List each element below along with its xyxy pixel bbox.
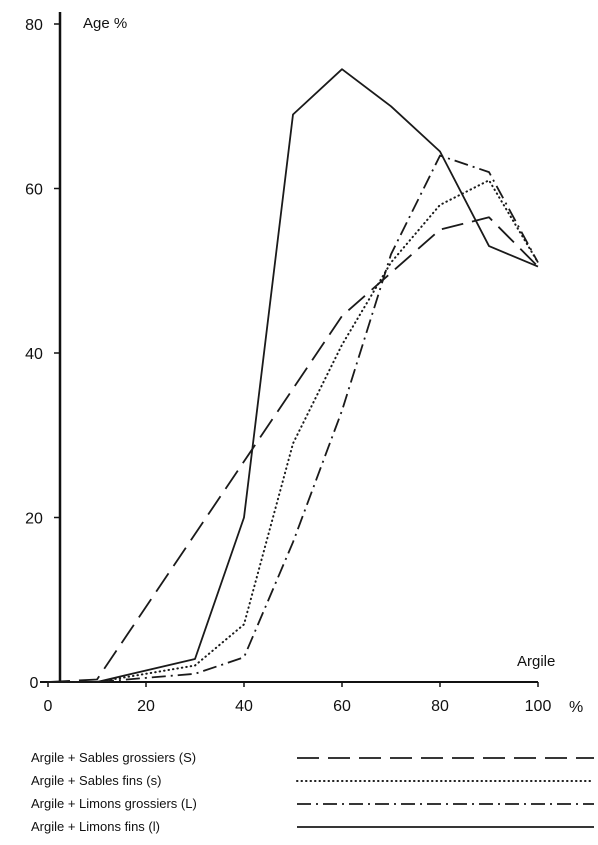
x-ticks: 0 20 40 60 80 100 xyxy=(44,682,552,715)
series-lines xyxy=(47,68,539,683)
x-tick-label: 80 xyxy=(431,698,449,715)
x-tick-label: 0 xyxy=(44,698,53,715)
x-tick-label: 60 xyxy=(333,698,351,715)
series-line-2 xyxy=(47,179,539,683)
y-tick-label: 40 xyxy=(25,346,43,363)
legend-label-3: Argile + Limons grossiers (L) xyxy=(31,796,197,811)
x-tick-label: 20 xyxy=(137,698,155,715)
axes xyxy=(40,12,538,683)
legend-label-4: Argile + Limons fins (l) xyxy=(31,819,160,834)
series-line-3 xyxy=(48,154,539,683)
y-tick-label: 60 xyxy=(25,182,43,199)
legend-label-1: Argile + Sables grossiers (S) xyxy=(31,750,196,765)
x-axis-title: Argile xyxy=(517,653,555,670)
y-tick-label: 20 xyxy=(25,511,43,528)
series-line-1 xyxy=(47,216,539,683)
y-tick-label: 80 xyxy=(25,17,43,34)
series-line-4 xyxy=(48,68,539,683)
y-axis-title: Age % xyxy=(83,15,127,32)
x-tick-label: 100 xyxy=(525,698,552,715)
y-tick-label: 0 xyxy=(30,675,39,692)
x-axis-unit: % xyxy=(569,699,583,716)
y-ticks: 0 20 40 60 80 xyxy=(25,17,60,692)
legend-label-2: Argile + Sables fins (s) xyxy=(31,773,161,788)
x-tick-label: 40 xyxy=(235,698,253,715)
legend: Argile + Sables grossiers (S) Argile + Sa… xyxy=(31,750,595,834)
